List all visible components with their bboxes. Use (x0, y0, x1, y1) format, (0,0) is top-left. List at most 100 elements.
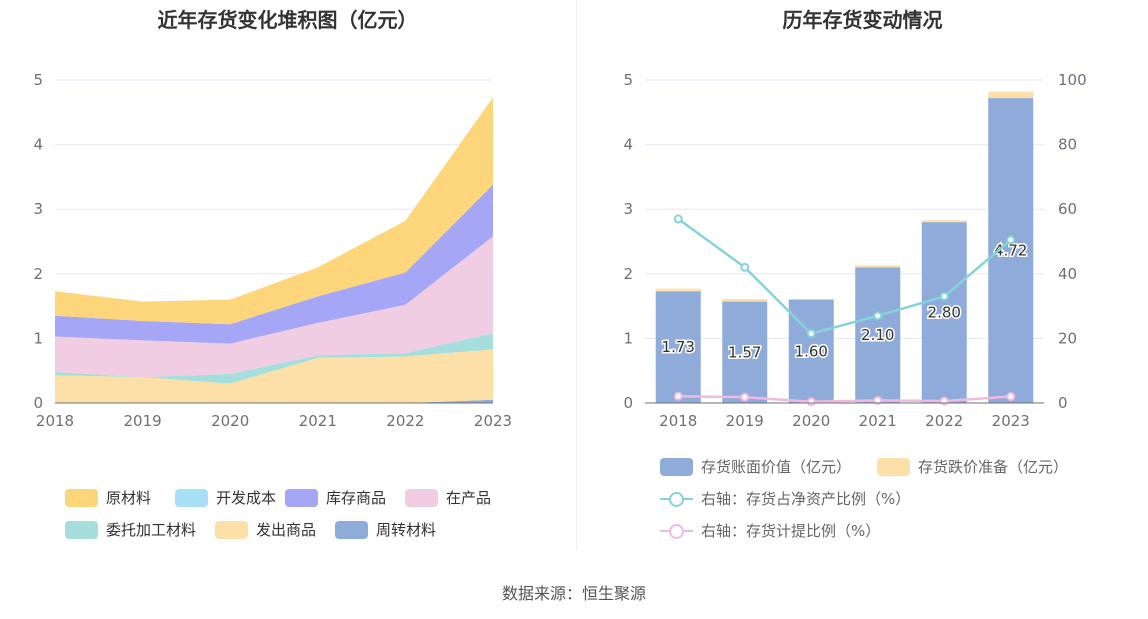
line-point (873, 311, 883, 321)
y-tick-label: 5 (623, 71, 633, 89)
y-tick-label: 5 (33, 71, 43, 89)
legend-swatch (405, 488, 438, 507)
x-tick-label: 2021 (299, 412, 337, 430)
y-tick-label: 0 (33, 394, 43, 412)
x-tick-label: 2023 (992, 412, 1030, 430)
legend-item[interactable]: 在产品 (405, 487, 491, 508)
y2-tick-label: 80 (1058, 136, 1077, 154)
bar-impairment-provision (988, 91, 1034, 99)
legend-swatch (65, 488, 98, 507)
line-provision-ratio (678, 394, 1011, 403)
bar-book-value (921, 222, 967, 403)
legend-swatch (175, 488, 208, 507)
line-point (1006, 392, 1016, 402)
stacked-area-chart-panel: 近年存货变化堆积图（亿元） 0 1 2 3 4 5 2018 2019 2020 2021 2022… (0, 0, 575, 550)
x-tick-label: 2022 (925, 412, 963, 430)
legend-label: 发出商品 (256, 521, 317, 539)
line-point (939, 396, 949, 406)
legend-label: 周转材料 (376, 521, 437, 539)
legend-item[interactable]: 存货跌价准备（亿元） (877, 456, 1068, 477)
bar-impairment-provision (921, 220, 967, 223)
panel-divider (576, 0, 577, 550)
line-point (1006, 235, 1016, 245)
stacked-area-chart-title: 近年存货变化堆积图（亿元） (157, 8, 418, 32)
legend-label: 开发成本 (216, 489, 277, 507)
y2-tick-label: 60 (1058, 200, 1077, 218)
y-tick-label: 2 (623, 265, 633, 283)
line-point (740, 262, 750, 272)
data-source-note: 数据来源：恒生聚源 (501, 584, 646, 603)
y-tick-label: 4 (623, 136, 633, 154)
x-tick-label: 2023 (474, 412, 512, 430)
legend-item[interactable]: 开发成本 (175, 487, 276, 508)
bar-book-value (722, 301, 768, 403)
x-tick-label: 2019 (124, 412, 162, 430)
legend-item[interactable]: 右轴：存货占净资产比例（%） (660, 488, 910, 509)
y2-tick-label: 40 (1058, 265, 1077, 283)
y-tick-label: 1 (623, 329, 633, 347)
bar-value-label: 2.80 (928, 304, 961, 322)
line-point (806, 397, 816, 407)
legend-label: 委托加工材料 (106, 521, 197, 539)
bar-impairment-provision (855, 265, 901, 268)
legend-label: 右轴：存货占净资产比例（%） (701, 490, 911, 508)
y2-tick-label: 100 (1058, 71, 1087, 89)
x-tick-label: 2022 (386, 412, 424, 430)
line-point (873, 395, 883, 405)
area-在产品 (55, 236, 493, 378)
x-tick-label: 2021 (859, 412, 897, 430)
area-库存商品 (55, 184, 493, 344)
bar-value-label: 1.73 (662, 338, 695, 356)
line-point (939, 291, 949, 301)
area-发出商品 (55, 349, 493, 403)
x-tick-label: 2018 (36, 412, 74, 430)
legend-item[interactable]: 周转材料 (335, 519, 436, 540)
legend-swatch (285, 488, 318, 507)
legend-item[interactable]: 右轴：存货计提比例（%） (660, 520, 880, 541)
y-tick-label: 0 (623, 394, 633, 412)
x-tick-label: 2020 (211, 412, 249, 430)
x-tick-label: 2018 (659, 412, 697, 430)
legend-label: 在产品 (446, 489, 492, 507)
bar-impairment-provision (655, 288, 701, 292)
y-tick-label: 2 (33, 265, 43, 283)
legend-line-swatch (660, 522, 693, 540)
line-point (673, 214, 683, 224)
inventory-bar-chart-title: 历年存货变动情况 (782, 8, 943, 32)
legend-swatch (335, 520, 368, 539)
bar-impairment-provision (788, 298, 834, 300)
line-point (740, 392, 750, 402)
stacked-area-chart-svg: 0 1 2 3 4 5 2018 2019 2020 2021 2022 2023 (33, 71, 512, 430)
legend-item[interactable]: 库存商品 (285, 487, 386, 508)
legend-label: 存货跌价准备（亿元） (918, 458, 1069, 476)
legend-line-swatch (660, 490, 693, 508)
line-net-asset-ratio (677, 217, 1012, 335)
legend-swatch (215, 520, 248, 539)
y2-tick-label: 0 (1058, 394, 1068, 412)
bar-book-value (855, 267, 901, 403)
y-tick-label: 4 (33, 136, 43, 154)
legend-label: 原材料 (106, 489, 152, 507)
y-tick-label: 3 (623, 200, 633, 218)
legend-label: 存货账面价值（亿元） (701, 458, 852, 476)
bar-value-label: 1.60 (795, 342, 828, 360)
bar-impairment-provision (722, 298, 768, 302)
area-原材料 (55, 97, 493, 325)
legend-swatch (660, 457, 693, 476)
legend-item[interactable]: 原材料 (65, 487, 151, 508)
line-point (673, 391, 683, 401)
y-tick-label: 1 (33, 329, 43, 347)
legend-item[interactable]: 发出商品 (215, 519, 316, 540)
legend-item[interactable]: 存货账面价值（亿元） (660, 456, 851, 477)
legend-item[interactable]: 委托加工材料 (65, 519, 196, 540)
inventory-bar-chart-panel: 历年存货变动情况 0 1 2 3 4 5 0 20 40 60 80 100 1.73 1.57 1.60 2… (577, 0, 1148, 550)
legend-label: 库存商品 (326, 489, 387, 507)
y2-tick-label: 20 (1058, 329, 1077, 347)
y-tick-label: 3 (33, 200, 43, 218)
legend-label: 右轴：存货计提比例（%） (701, 522, 881, 540)
line-point (806, 329, 816, 339)
x-tick-label: 2019 (726, 412, 764, 430)
bar-value-label: 1.57 (728, 343, 761, 361)
x-tick-label: 2020 (792, 412, 830, 430)
